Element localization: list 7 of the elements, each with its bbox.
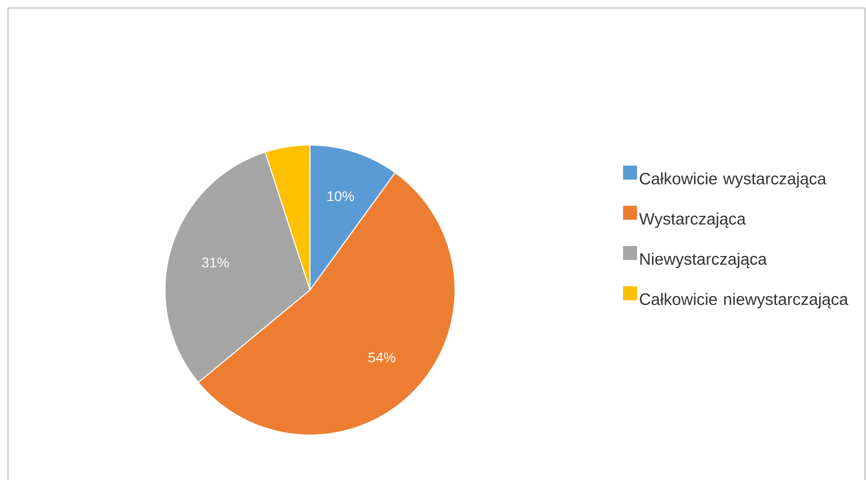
data-label: 10% [328,191,354,202]
legend-label: Całkowicie niewystarczająca [640,293,848,308]
legend-label: Niewystarczająca [640,252,767,268]
data-label: 31% [202,258,229,268]
data-label: 54% [368,352,396,362]
legend-label: Całkowicie wystarczająca [640,172,826,188]
legend-label: Wystarczająca [639,212,746,228]
